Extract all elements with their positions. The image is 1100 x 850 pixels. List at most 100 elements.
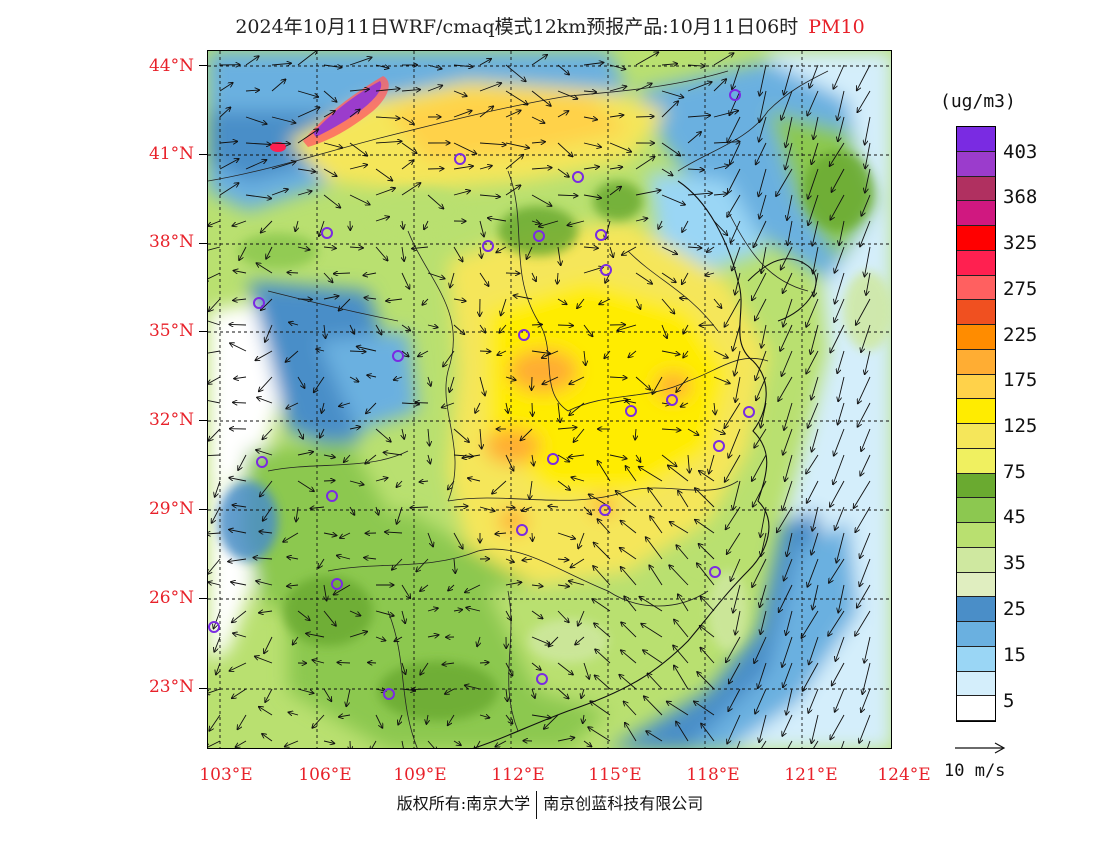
wind-arrow — [297, 191, 312, 196]
wind-arrow — [523, 559, 533, 560]
wind-arrow — [583, 63, 604, 66]
wind-arrow — [349, 351, 366, 352]
wind-arrow — [682, 272, 689, 284]
wind-arrow — [448, 714, 455, 725]
wind-arrow — [466, 608, 481, 612]
wind-arrow — [661, 168, 673, 176]
wind-arrow — [219, 159, 239, 170]
wind-arrow — [583, 506, 591, 515]
wind-arrow — [349, 632, 367, 638]
wind-arrow — [661, 429, 680, 430]
colorbar-label: 45 — [1003, 506, 1026, 528]
wind-arrow — [782, 714, 793, 736]
wind-arrow — [713, 111, 738, 118]
wind-arrow — [859, 714, 871, 743]
wind-arrow — [219, 107, 230, 118]
wind-arrow — [479, 143, 506, 145]
wind-arrow — [385, 532, 403, 533]
wind-arrow — [238, 714, 247, 729]
wind-arrow — [588, 727, 611, 742]
colorbar — [956, 126, 996, 722]
wind-arrow — [323, 142, 342, 148]
wind-arrow — [544, 714, 559, 729]
wind-arrow — [609, 187, 621, 196]
lon-label-106: 106°E — [298, 765, 352, 785]
wind-arrow — [287, 272, 299, 273]
station-marker — [533, 230, 545, 242]
wind-arrow — [465, 584, 481, 592]
wind-arrow — [453, 299, 466, 301]
wind-arrow — [208, 376, 221, 384]
wind-arrow — [687, 169, 704, 170]
wind-arrow — [337, 556, 351, 560]
wind-arrow — [349, 480, 364, 485]
wind-arrow — [609, 64, 625, 69]
wind-arrow — [574, 428, 585, 442]
wind-arrow — [208, 533, 221, 534]
wind-arrow — [349, 142, 367, 156]
wind-arrow — [453, 111, 472, 118]
wind-arrow — [809, 64, 819, 88]
wind-arrow — [621, 650, 637, 664]
wind-arrow — [557, 142, 573, 156]
tick-lat-44 — [199, 65, 207, 66]
wind-arrow — [319, 220, 325, 236]
wind-arrow — [595, 675, 611, 690]
wind-arrow — [453, 506, 468, 507]
wind-arrow — [752, 558, 767, 587]
wind-arrow — [583, 117, 597, 120]
wind-arrow — [834, 428, 845, 456]
wind-arrow — [683, 324, 689, 334]
lat-label-29: 29°N — [148, 499, 194, 519]
wind-arrow — [813, 116, 819, 139]
wind-arrow — [454, 558, 455, 573]
colorbar-segment — [957, 325, 995, 350]
tick-lat-32 — [199, 420, 207, 421]
wind-arrow — [339, 403, 351, 406]
tick-lat-35 — [199, 331, 207, 332]
wind-arrow — [597, 519, 611, 534]
station-marker — [709, 566, 721, 578]
wind-arrow — [263, 506, 273, 521]
wind-arrow — [786, 610, 793, 635]
wind-arrow — [783, 662, 793, 687]
wind-arrow — [713, 194, 727, 195]
wind-arrow — [542, 350, 559, 358]
wind-arrow — [609, 377, 627, 378]
station-marker — [454, 153, 466, 165]
wind-arrow — [687, 82, 712, 92]
wind-arrow — [216, 662, 221, 675]
wind-arrow — [713, 376, 730, 383]
wind-arrow — [829, 558, 845, 583]
wind-arrow — [368, 663, 377, 664]
wind-arrow — [583, 324, 593, 336]
wind-arrow — [861, 688, 871, 712]
wind-arrow — [635, 116, 654, 117]
wind-arrow — [635, 83, 652, 92]
wind-arrow — [855, 506, 871, 532]
colorbar-segment — [957, 399, 995, 424]
wind-arrow — [838, 116, 845, 141]
wind-arrow — [318, 558, 325, 568]
wind-arrow — [245, 90, 259, 91]
wind-arrow — [784, 402, 793, 430]
wind-arrow — [357, 347, 377, 352]
colorbar-label: 275 — [1003, 278, 1038, 300]
wind-arrow — [681, 403, 689, 407]
map-title: 2024年10月11日WRF/cmaq模式12km预报产品:10月11日06时 P… — [0, 12, 1100, 39]
wind-arrow — [806, 298, 819, 327]
wind-arrow — [349, 89, 369, 91]
wind-arrow — [232, 505, 247, 507]
wind-arrow — [699, 544, 715, 560]
wind-arrow — [531, 116, 545, 123]
wind-arrow — [488, 218, 507, 222]
wind-arrow — [297, 169, 315, 172]
wind-arrow — [568, 220, 585, 225]
wind-arrow — [725, 454, 741, 482]
wind-arrow — [616, 491, 637, 508]
wind-arrow — [453, 142, 476, 154]
wind-arrow — [759, 168, 767, 196]
wind-arrow — [786, 688, 793, 715]
colorbar-unit: (ug/m3) — [940, 91, 1016, 112]
wind-arrow — [495, 740, 507, 747]
